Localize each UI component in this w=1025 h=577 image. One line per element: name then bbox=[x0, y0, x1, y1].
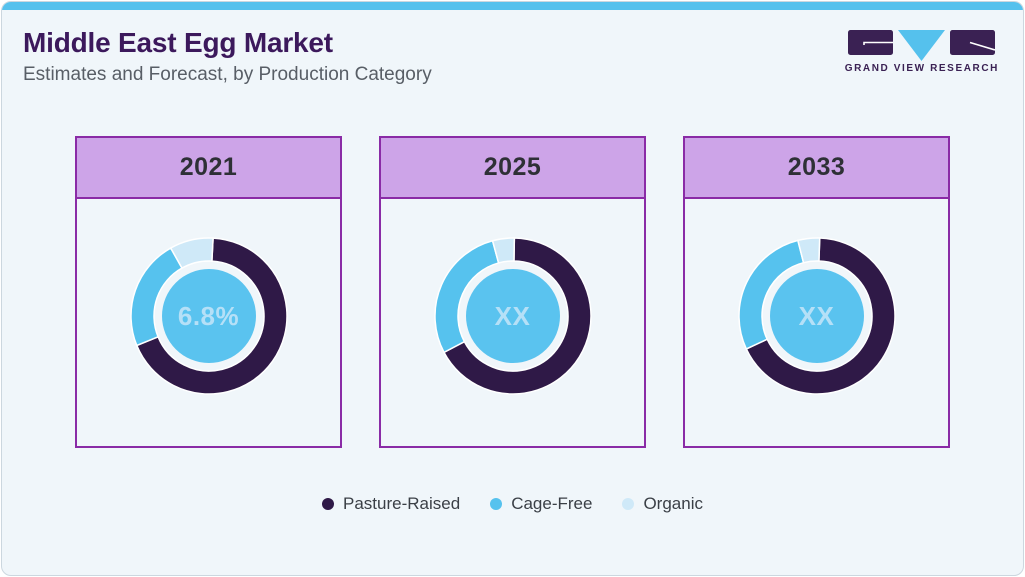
card-body-2033: XX bbox=[685, 199, 948, 446]
card-year-label: 2033 bbox=[787, 153, 846, 181]
logo-text: GRAND VIEW RESEARCH bbox=[844, 63, 999, 74]
donut-center-circle: XX bbox=[465, 269, 560, 363]
logo-letter-g-icon bbox=[848, 30, 894, 55]
year-cards-row: 2021 6.8% 2025 XX bbox=[2, 136, 1023, 448]
gvr-logo: GRAND VIEW RESEARCH bbox=[845, 30, 999, 74]
donut-segment-organic bbox=[491, 237, 515, 264]
donut-center-circle: XX bbox=[769, 269, 864, 363]
donut-center-circle: 6.8% bbox=[161, 269, 256, 363]
card-body-2025: XX bbox=[381, 199, 644, 446]
year-card-2033: 2033 XX bbox=[683, 136, 950, 448]
page-subtitle: Estimates and Forecast, by Production Ca… bbox=[23, 64, 432, 85]
donut-segment-pasture-raised bbox=[135, 237, 288, 395]
logo-letter-v-icon bbox=[898, 30, 946, 61]
card-header-2033: 2033 bbox=[685, 138, 948, 199]
page-title: Middle East Egg Market bbox=[23, 27, 333, 58]
card-header-2025: 2025 bbox=[381, 138, 644, 199]
top-accent-bar bbox=[2, 2, 1023, 10]
donut-segment-organic bbox=[169, 237, 214, 270]
donut-chart-2033: XX bbox=[732, 231, 902, 401]
donut-segment-pasture-raised bbox=[744, 237, 896, 395]
donut-segment-pasture-raised bbox=[442, 237, 592, 395]
logo-letter-r-icon bbox=[950, 30, 996, 55]
legend-label-cage-free: Cage-Free bbox=[511, 494, 593, 513]
card-year-label: 2021 bbox=[179, 153, 238, 181]
legend-dot-cage-free bbox=[490, 498, 503, 510]
legend: Pasture-Raised Cage-Free Organic bbox=[2, 494, 1023, 514]
donut-center-label: 6.8% bbox=[177, 300, 240, 331]
legend-dot-pasture-raised bbox=[322, 498, 335, 510]
legend-dot-organic bbox=[622, 498, 635, 510]
legend-item-pasture-raised: Pasture-Raised bbox=[322, 494, 460, 514]
legend-item-organic: Organic bbox=[622, 494, 703, 514]
card-year-label: 2025 bbox=[483, 153, 542, 181]
year-card-2025: 2025 XX bbox=[379, 136, 646, 448]
donut-chart-2021: 6.8% bbox=[124, 231, 294, 401]
header: Middle East Egg Market Estimates and For… bbox=[2, 10, 1023, 87]
legend-label-organic: Organic bbox=[643, 494, 703, 513]
gvr-logo-marks bbox=[848, 30, 996, 61]
legend-item-cage-free: Cage-Free bbox=[490, 494, 592, 514]
title-block: Middle East Egg Market Estimates and For… bbox=[23, 27, 432, 87]
card-header-2021: 2021 bbox=[77, 138, 340, 199]
donut-center-label: XX bbox=[798, 300, 835, 331]
donut-center-label: XX bbox=[494, 300, 531, 331]
year-card-2021: 2021 6.8% bbox=[75, 136, 342, 448]
donut-chart-2025: XX bbox=[428, 231, 598, 401]
legend-label-pasture-raised: Pasture-Raised bbox=[343, 494, 461, 513]
card-body-2021: 6.8% bbox=[77, 199, 340, 446]
donut-segment-organic bbox=[796, 237, 820, 264]
